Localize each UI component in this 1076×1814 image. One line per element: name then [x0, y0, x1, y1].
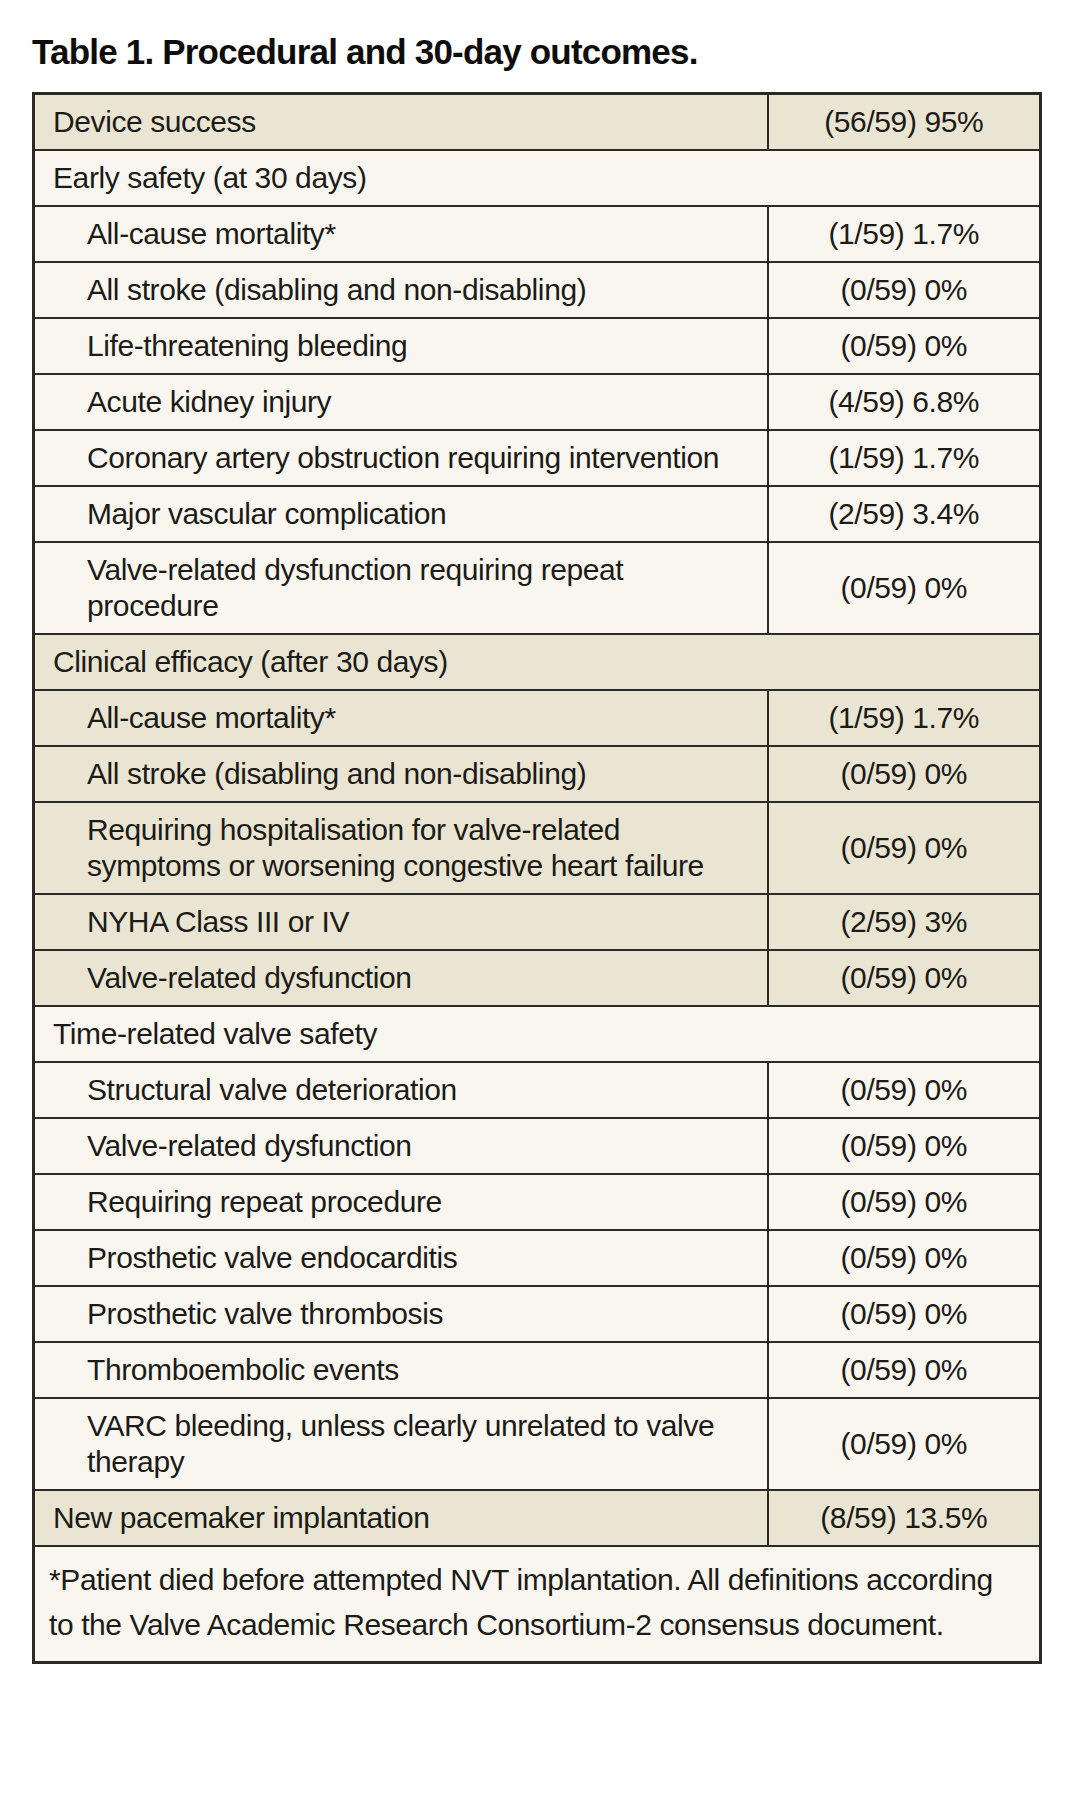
section-header-row: Clinical efficacy (after 30 days)	[34, 634, 1041, 690]
outcome-label: Life-threatening bleeding	[34, 318, 768, 374]
outcome-value: (0/59) 0%	[768, 950, 1041, 1006]
outcome-label: Valve-related dysfunction	[34, 1118, 768, 1174]
table-row: NYHA Class III or IV(2/59) 3%	[34, 894, 1041, 950]
table-row: Device success(56/59) 95%	[34, 94, 1041, 151]
outcome-value: (0/59) 0%	[768, 1174, 1041, 1230]
outcome-label: Major vascular complication	[34, 486, 768, 542]
outcome-label: NYHA Class III or IV	[34, 894, 768, 950]
table-row: VARC bleeding, unless clearly unrelated …	[34, 1398, 1041, 1490]
section-header-row: Early safety (at 30 days)	[34, 150, 1041, 206]
table-row: Prosthetic valve thrombosis(0/59) 0%	[34, 1286, 1041, 1342]
outcome-label: VARC bleeding, unless clearly unrelated …	[34, 1398, 768, 1490]
footnote-text: *Patient died before attempted NVT impla…	[34, 1546, 1041, 1663]
table-row: Major vascular complication(2/59) 3.4%	[34, 486, 1041, 542]
outcome-label: Structural valve deterioration	[34, 1062, 768, 1118]
footnote-row: *Patient died before attempted NVT impla…	[34, 1546, 1041, 1663]
outcome-value: (0/59) 0%	[768, 318, 1041, 374]
table-row: All stroke (disabling and non-disabling)…	[34, 262, 1041, 318]
outcome-label: Valve-related dysfunction requiring repe…	[34, 542, 768, 634]
table-row: Structural valve deterioration(0/59) 0%	[34, 1062, 1041, 1118]
outcome-value: (0/59) 0%	[768, 1286, 1041, 1342]
outcome-label: Device success	[34, 94, 768, 151]
table-row: New pacemaker implantation(8/59) 13.5%	[34, 1490, 1041, 1546]
table-row: Thromboembolic events(0/59) 0%	[34, 1342, 1041, 1398]
outcomes-table-body: Device success(56/59) 95%Early safety (a…	[34, 94, 1041, 1663]
outcome-label: Thromboembolic events	[34, 1342, 768, 1398]
table-row: Coronary artery obstruction requiring in…	[34, 430, 1041, 486]
table-row: All-cause mortality*(1/59) 1.7%	[34, 206, 1041, 262]
outcome-label: All-cause mortality*	[34, 206, 768, 262]
outcome-value: (0/59) 0%	[768, 262, 1041, 318]
outcome-label: Requiring hospitalisation for valve-rela…	[34, 802, 768, 894]
outcome-label: All stroke (disabling and non-disabling)	[34, 262, 768, 318]
outcome-value: (0/59) 0%	[768, 1398, 1041, 1490]
outcome-label: New pacemaker implantation	[34, 1490, 768, 1546]
outcome-label: Acute kidney injury	[34, 374, 768, 430]
outcome-value: (0/59) 0%	[768, 1062, 1041, 1118]
section-header-label: Clinical efficacy (after 30 days)	[34, 634, 1041, 690]
section-header-label: Time-related valve safety	[34, 1006, 1041, 1062]
outcome-label: Prosthetic valve thrombosis	[34, 1286, 768, 1342]
table-row: Acute kidney injury(4/59) 6.8%	[34, 374, 1041, 430]
outcome-value: (4/59) 6.8%	[768, 374, 1041, 430]
table-title: Table 1. Procedural and 30-day outcomes.	[32, 32, 1076, 72]
outcome-label: All-cause mortality*	[34, 690, 768, 746]
outcome-label: All stroke (disabling and non-disabling)	[34, 746, 768, 802]
outcome-value: (0/59) 0%	[768, 802, 1041, 894]
outcome-label: Coronary artery obstruction requiring in…	[34, 430, 768, 486]
table-row: All stroke (disabling and non-disabling)…	[34, 746, 1041, 802]
outcome-value: (0/59) 0%	[768, 1230, 1041, 1286]
outcome-label: Prosthetic valve endocarditis	[34, 1230, 768, 1286]
table-row: Requiring hospitalisation for valve-rela…	[34, 802, 1041, 894]
page: Table 1. Procedural and 30-day outcomes.…	[0, 0, 1076, 1664]
table-row: All-cause mortality*(1/59) 1.7%	[34, 690, 1041, 746]
outcome-value: (0/59) 0%	[768, 1342, 1041, 1398]
section-header-label: Early safety (at 30 days)	[34, 150, 1041, 206]
table-row: Requiring repeat procedure(0/59) 0%	[34, 1174, 1041, 1230]
outcome-value: (2/59) 3.4%	[768, 486, 1041, 542]
outcome-label: Requiring repeat procedure	[34, 1174, 768, 1230]
outcome-value: (56/59) 95%	[768, 94, 1041, 151]
table-row: Life-threatening bleeding(0/59) 0%	[34, 318, 1041, 374]
outcome-value: (8/59) 13.5%	[768, 1490, 1041, 1546]
outcome-value: (1/59) 1.7%	[768, 206, 1041, 262]
outcomes-table: Device success(56/59) 95%Early safety (a…	[32, 92, 1042, 1664]
outcome-label: Valve-related dysfunction	[34, 950, 768, 1006]
outcome-value: (0/59) 0%	[768, 746, 1041, 802]
table-row: Valve-related dysfunction(0/59) 0%	[34, 950, 1041, 1006]
table-row: Valve-related dysfunction requiring repe…	[34, 542, 1041, 634]
outcome-value: (1/59) 1.7%	[768, 430, 1041, 486]
section-header-row: Time-related valve safety	[34, 1006, 1041, 1062]
outcome-value: (2/59) 3%	[768, 894, 1041, 950]
table-row: Valve-related dysfunction(0/59) 0%	[34, 1118, 1041, 1174]
table-row: Prosthetic valve endocarditis(0/59) 0%	[34, 1230, 1041, 1286]
outcome-value: (0/59) 0%	[768, 542, 1041, 634]
outcome-value: (1/59) 1.7%	[768, 690, 1041, 746]
outcome-value: (0/59) 0%	[768, 1118, 1041, 1174]
